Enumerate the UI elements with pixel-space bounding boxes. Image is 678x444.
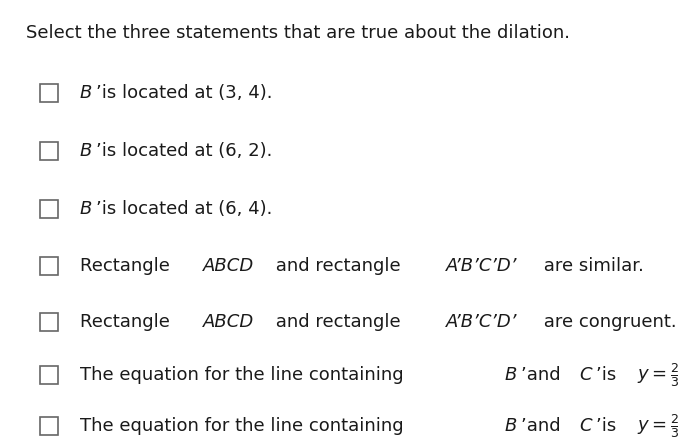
Text: Select the three statements that are true about the dilation.: Select the three statements that are tru… bbox=[26, 24, 570, 43]
Text: $y = \frac{2}{3}x + 2.$: $y = \frac{2}{3}x + 2.$ bbox=[637, 412, 678, 440]
Text: B: B bbox=[80, 142, 92, 160]
Text: ’is located at (6, 2).: ’is located at (6, 2). bbox=[96, 142, 273, 160]
Text: B: B bbox=[505, 366, 517, 384]
Text: B: B bbox=[505, 417, 517, 435]
Text: Rectangle: Rectangle bbox=[80, 258, 176, 275]
Text: Rectangle: Rectangle bbox=[80, 313, 176, 331]
Text: $y = \frac{2}{3}x\,.$: $y = \frac{2}{3}x\,.$ bbox=[637, 361, 678, 389]
Bar bbox=[40, 84, 58, 102]
Text: ABCD: ABCD bbox=[203, 313, 255, 331]
Text: C: C bbox=[580, 417, 592, 435]
Text: ’is located at (6, 4).: ’is located at (6, 4). bbox=[96, 200, 273, 218]
Text: ’is located at (3, 4).: ’is located at (3, 4). bbox=[96, 84, 273, 102]
Text: and rectangle: and rectangle bbox=[270, 313, 406, 331]
Text: are similar.: are similar. bbox=[538, 258, 643, 275]
Text: The equation for the line containing: The equation for the line containing bbox=[80, 417, 410, 435]
Bar bbox=[40, 313, 58, 331]
Bar bbox=[40, 200, 58, 218]
Bar bbox=[40, 417, 58, 435]
Text: A’B’C’D’: A’B’C’D’ bbox=[445, 258, 517, 275]
Text: ’and: ’and bbox=[521, 366, 566, 384]
Text: ’and: ’and bbox=[521, 417, 566, 435]
Text: are congruent.: are congruent. bbox=[538, 313, 677, 331]
Text: B: B bbox=[80, 84, 92, 102]
Text: B: B bbox=[80, 200, 92, 218]
Text: and rectangle: and rectangle bbox=[270, 258, 406, 275]
Text: The equation for the line containing: The equation for the line containing bbox=[80, 366, 410, 384]
Bar bbox=[40, 258, 58, 275]
Text: C: C bbox=[580, 366, 592, 384]
Text: A’B’C’D’: A’B’C’D’ bbox=[445, 313, 517, 331]
Text: ABCD: ABCD bbox=[203, 258, 255, 275]
Text: ’is: ’is bbox=[596, 366, 628, 384]
Bar bbox=[40, 366, 58, 384]
Text: ’is: ’is bbox=[596, 417, 628, 435]
Bar bbox=[40, 142, 58, 160]
